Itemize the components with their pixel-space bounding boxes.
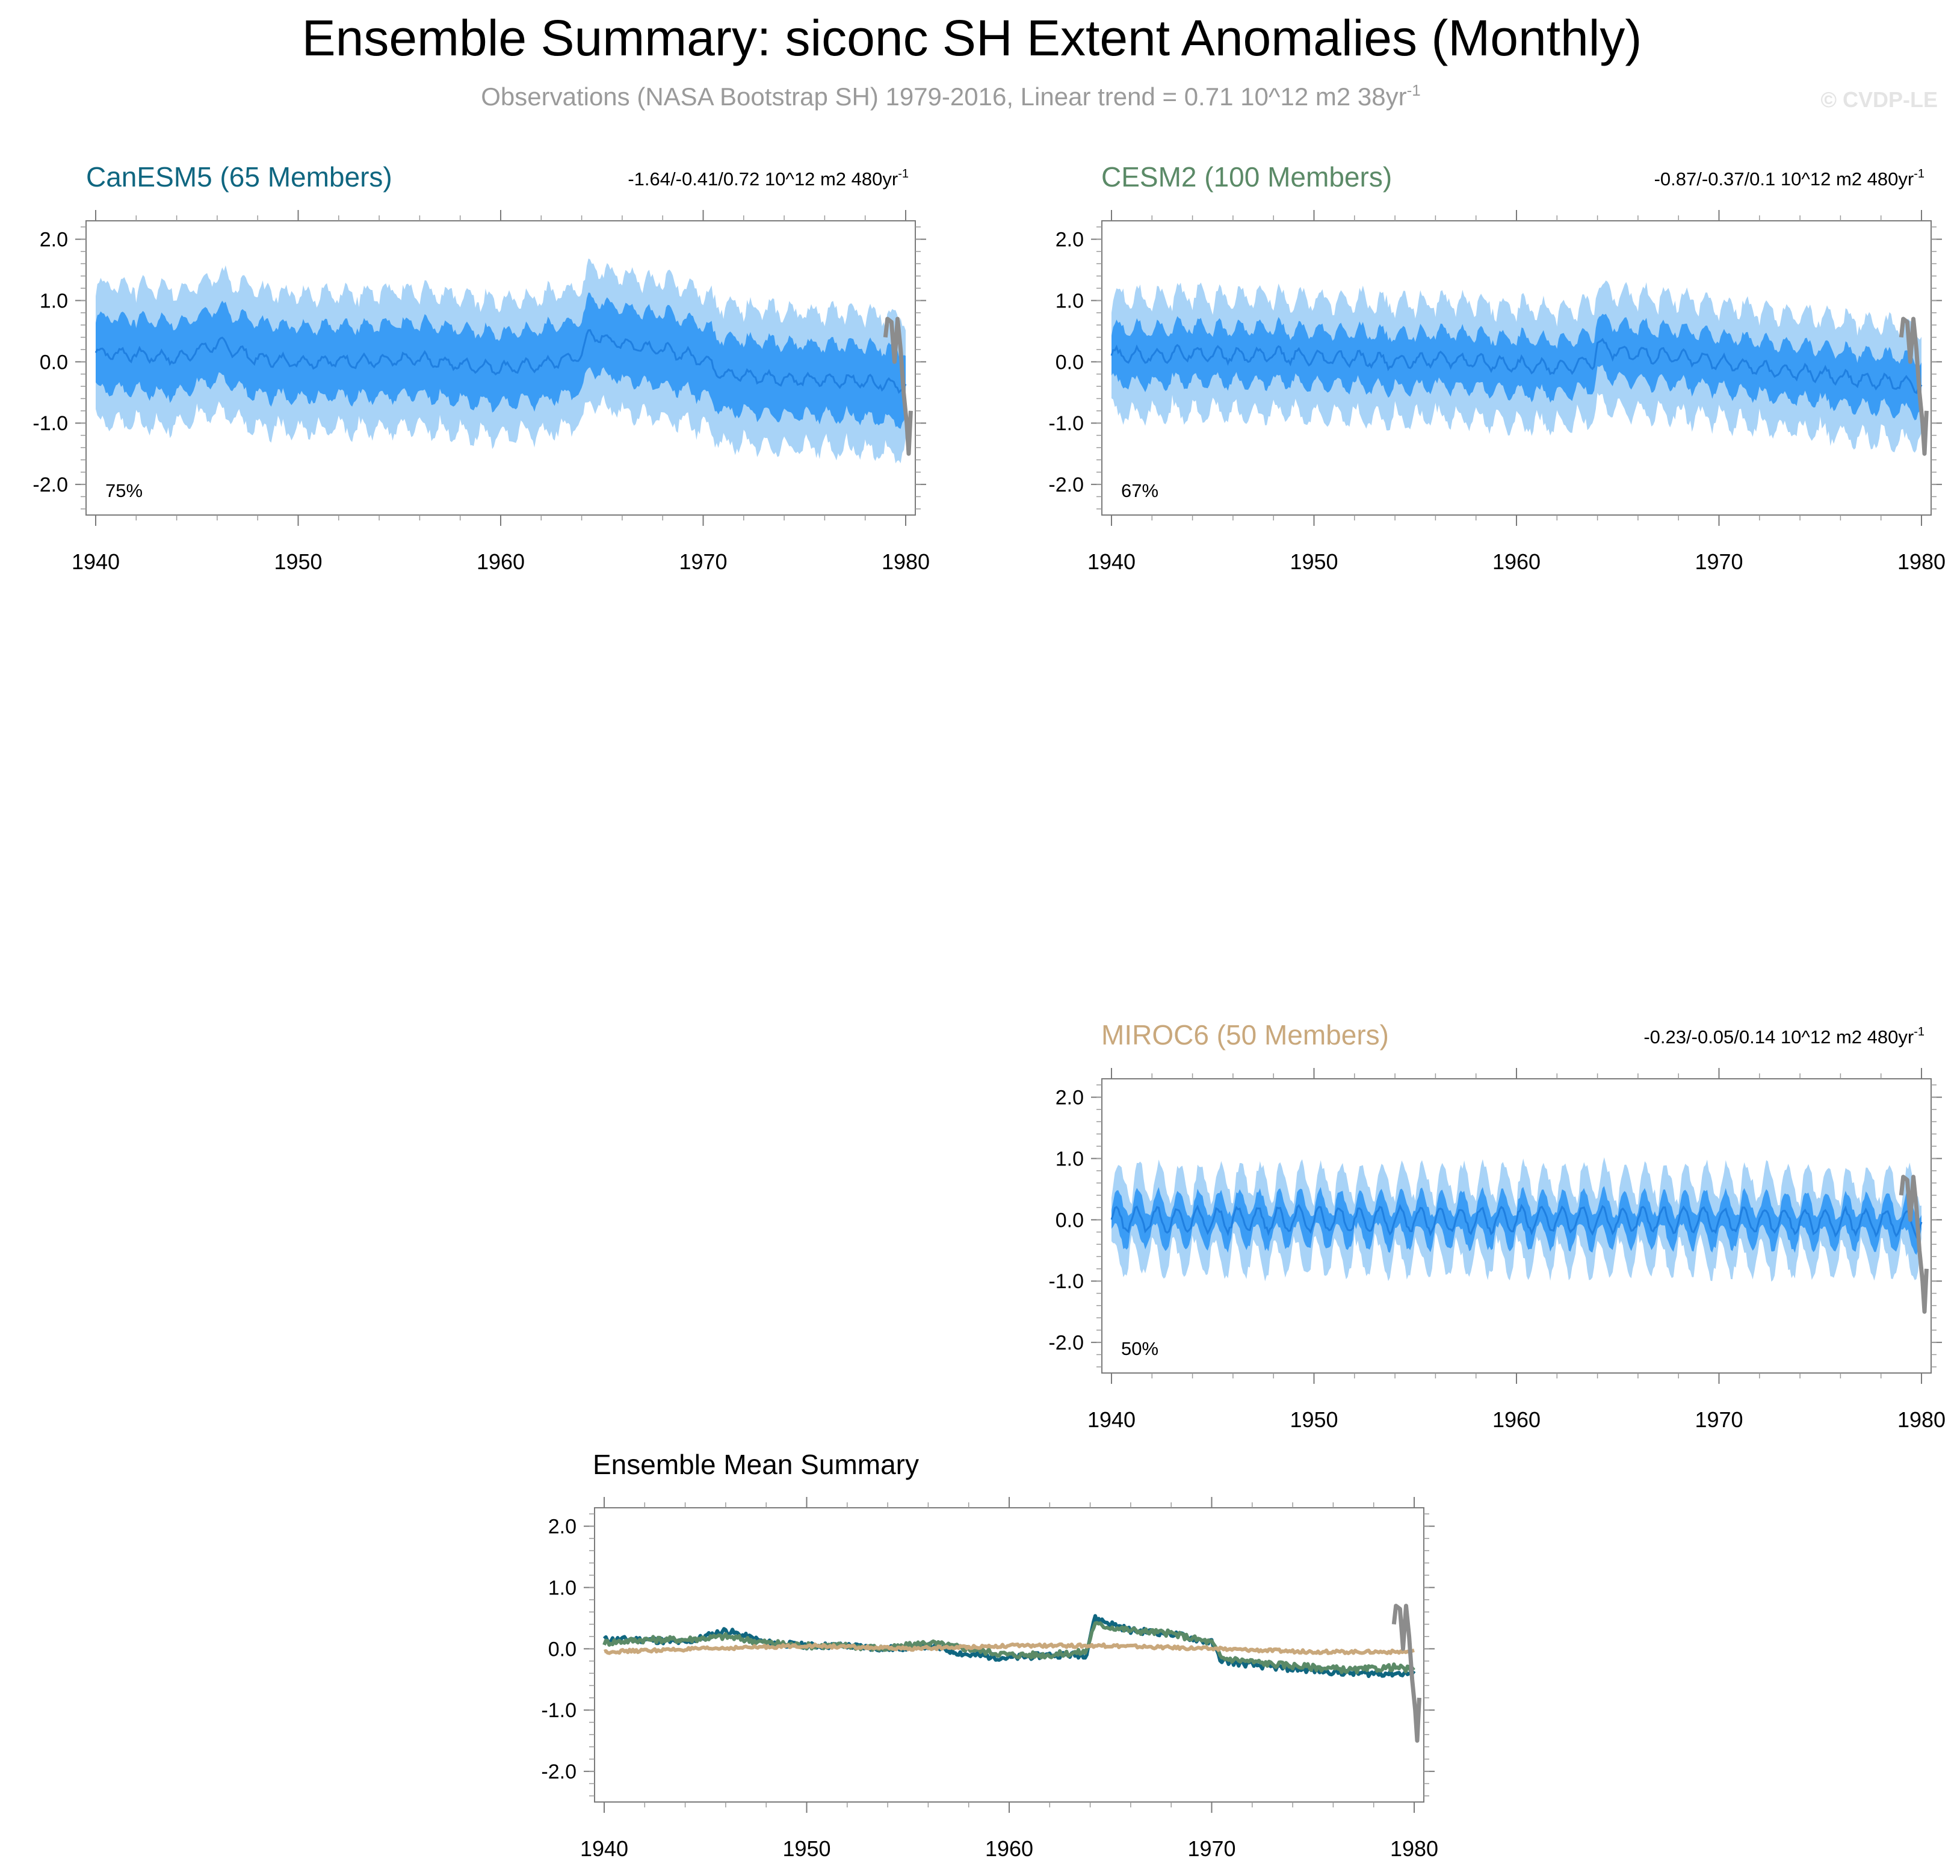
y-tick-label: 0.0	[548, 1638, 577, 1661]
y-tick-label: 2.0	[1056, 229, 1084, 251]
y-tick-label: 0.0	[1056, 351, 1084, 374]
y-tick-label: -2.0	[541, 1760, 577, 1783]
panel-ensemble-mean: Ensemble Mean Summary 2.0 1.0 0.0 -1.0 -2.0 1…	[541, 1449, 1438, 1861]
inner-range-band	[96, 292, 906, 429]
x-tick-label: 1940	[1087, 549, 1136, 574]
panel-title: CanESM5 (65 Members)	[86, 161, 392, 193]
observations-line	[1899, 316, 1929, 456]
ensemble-mean-line	[1110, 1203, 1923, 1239]
series-group	[1110, 1157, 1923, 1282]
y-tick-label: -2.0	[1048, 1331, 1084, 1354]
y-tick-label: 0.0	[40, 351, 68, 374]
y-tick-label: -1.0	[541, 1699, 577, 1722]
y-tick-label: 0.0	[1056, 1209, 1084, 1232]
y-tick-label: 2.0	[40, 229, 68, 251]
series-group	[94, 258, 907, 464]
panel-miroc6: MIROC6 (50 Members) -0.23/-0.05/0.14 10^…	[1048, 1019, 1946, 1432]
y-tick-label: 2.0	[1056, 1087, 1084, 1109]
percent-label: 75%	[105, 480, 143, 501]
x-tick-label: 1940	[580, 1836, 628, 1861]
trend-label: -1.64/-0.41/0.72 10^12 m2 480yr-1	[628, 167, 909, 190]
trend-label: -0.23/-0.05/0.14 10^12 m2 480yr-1	[1643, 1025, 1924, 1048]
y-tick-label: 2.0	[548, 1516, 577, 1538]
x-tick-label: 1960	[1492, 1407, 1541, 1432]
panel-cesm2: CESM2 (100 Members) -0.87/-0.37/0.1 10^1…	[1048, 161, 1946, 574]
y-tick-label: -2.0	[1048, 474, 1084, 496]
y-tick-label: -2.0	[32, 474, 68, 496]
y-tick-label: 1.0	[1056, 1147, 1084, 1170]
x-tick-label: 1980	[1897, 549, 1946, 574]
x-tick-label: 1970	[1695, 549, 1743, 574]
percent-label: 67%	[1121, 480, 1158, 501]
watermark: © CVDP-LE	[1820, 87, 1938, 112]
series-group	[602, 1614, 1416, 1678]
x-tick-label: 1960	[985, 1836, 1033, 1861]
plot-area-miroc6: 2.0 1.0 0.0 -1.0 -2.0 1940 1950 1960 1970 1980	[1048, 1068, 1946, 1432]
x-tick-label: 1950	[1290, 549, 1338, 574]
panel-title: Ensemble Mean Summary	[593, 1449, 919, 1480]
ensemble-mean-line	[1110, 338, 1923, 395]
observations-line	[1391, 1603, 1421, 1743]
plot-area-canesm5: 2.0 1.0 0.0 -1.0 -2.0 1940 1950 1960 1970 1980	[32, 210, 930, 574]
x-tick-label: 1980	[882, 549, 930, 574]
y-tick-label: 1.0	[1056, 289, 1084, 312]
x-tick-label: 1950	[274, 549, 322, 574]
x-tick-label: 1960	[1492, 549, 1541, 574]
plot-area-ensemble-mean: 2.0 1.0 0.0 -1.0 -2.0 1940 1950 1960 1970 1980	[541, 1497, 1438, 1861]
series-line-miroc6	[604, 1642, 1415, 1655]
panel-title: CESM2 (100 Members)	[1101, 161, 1392, 193]
series-group	[1110, 280, 1923, 453]
x-tick-label: 1980	[1897, 1407, 1946, 1432]
figure-title: Ensemble Summary: siconc SH Extent Anoma…	[302, 10, 1642, 66]
x-tick-label: 1940	[72, 549, 120, 574]
panel-canesm5: CanESM5 (65 Members) -1.64/-0.41/0.72 10…	[32, 161, 930, 574]
figure-subtitle: Observations (NASA Bootstrap SH) 1979-20…	[481, 81, 1421, 111]
series-line-cesm2	[602, 1621, 1415, 1674]
x-tick-label: 1940	[1087, 1407, 1136, 1432]
y-tick-label: 1.0	[548, 1576, 577, 1599]
y-tick-label: -1.0	[32, 412, 68, 435]
observations-line	[883, 316, 913, 456]
percent-label: 50%	[1121, 1338, 1158, 1359]
x-tick-label: 1970	[1187, 1836, 1235, 1861]
x-tick-label: 1970	[1695, 1407, 1743, 1432]
plot-area-cesm2: 2.0 1.0 0.0 -1.0 -2.0 1940 1950 1960 1970 1980	[1048, 210, 1946, 574]
trend-label: -0.87/-0.37/0.1 10^12 m2 480yr-1	[1654, 167, 1924, 190]
ensemble-mean-line	[94, 329, 907, 394]
x-tick-label: 1970	[679, 549, 727, 574]
y-tick-label: -1.0	[1048, 412, 1084, 435]
x-tick-label: 1980	[1390, 1836, 1438, 1861]
observations-line	[1899, 1174, 1929, 1314]
x-tick-label: 1960	[477, 549, 525, 574]
x-tick-label: 1950	[782, 1836, 830, 1861]
y-tick-label: -1.0	[1048, 1270, 1084, 1293]
x-tick-label: 1950	[1290, 1407, 1338, 1432]
y-tick-label: 1.0	[40, 289, 68, 312]
panel-title: MIROC6 (50 Members)	[1101, 1019, 1389, 1051]
